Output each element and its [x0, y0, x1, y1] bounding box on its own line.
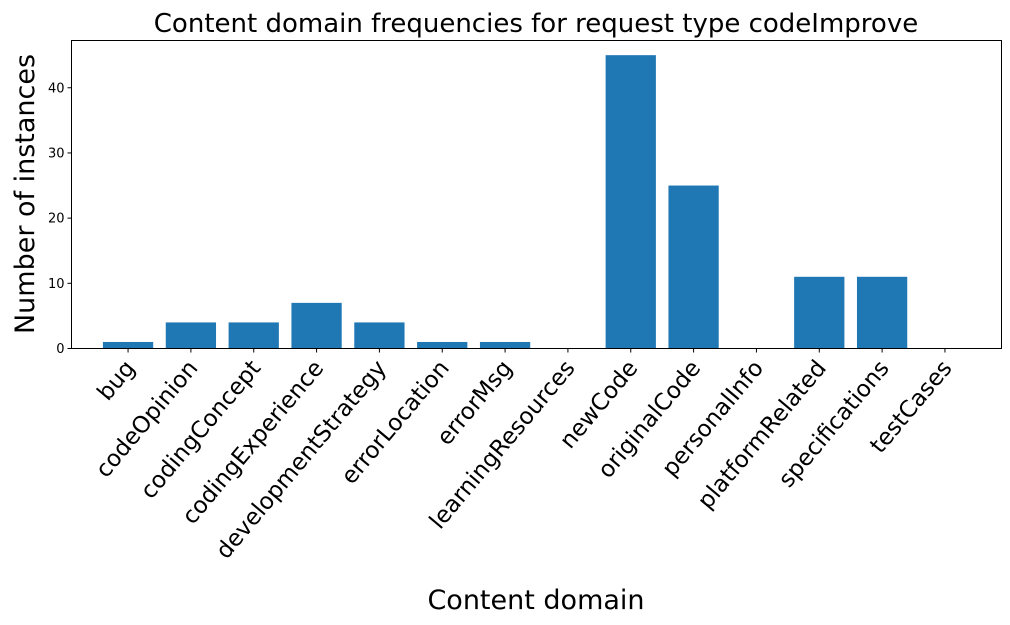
x-tick-label-bug: bug: [93, 356, 141, 406]
y-tick-label: 20: [48, 212, 65, 227]
bar-originalCode: [668, 185, 719, 349]
bar-developmentStrategy: [354, 322, 405, 349]
bar-newCode: [605, 55, 656, 349]
bar-codeOpinion: [165, 322, 217, 349]
bar-errorLocation: [417, 341, 468, 349]
y-tick-label: 0: [56, 342, 64, 357]
bar-platformRelated: [794, 276, 845, 349]
bar-codingConcept: [228, 322, 279, 349]
x-tick-label-specifications: specifications: [774, 356, 895, 493]
y-tick-label: 10: [48, 277, 65, 292]
x-axis-label: Content domain: [427, 585, 644, 616]
y-tick-label: 30: [48, 146, 65, 161]
y-axis-label: Number of instances: [10, 54, 41, 334]
bar-bug: [102, 341, 154, 349]
bars-group: [102, 55, 908, 349]
y-axis-ticks: 0 10 20 30 40: [48, 81, 72, 357]
bar-codingExperience: [291, 302, 342, 349]
chart-title: Content domain frequencies for request t…: [154, 9, 918, 39]
bar-specifications: [856, 276, 908, 349]
plot-frame: [71, 40, 1002, 349]
bar-errorMsg: [479, 341, 531, 349]
x-axis-ticks: bugcodeOpinioncodingConceptcodingExperie…: [91, 348, 958, 564]
y-tick-label: 40: [48, 81, 65, 96]
